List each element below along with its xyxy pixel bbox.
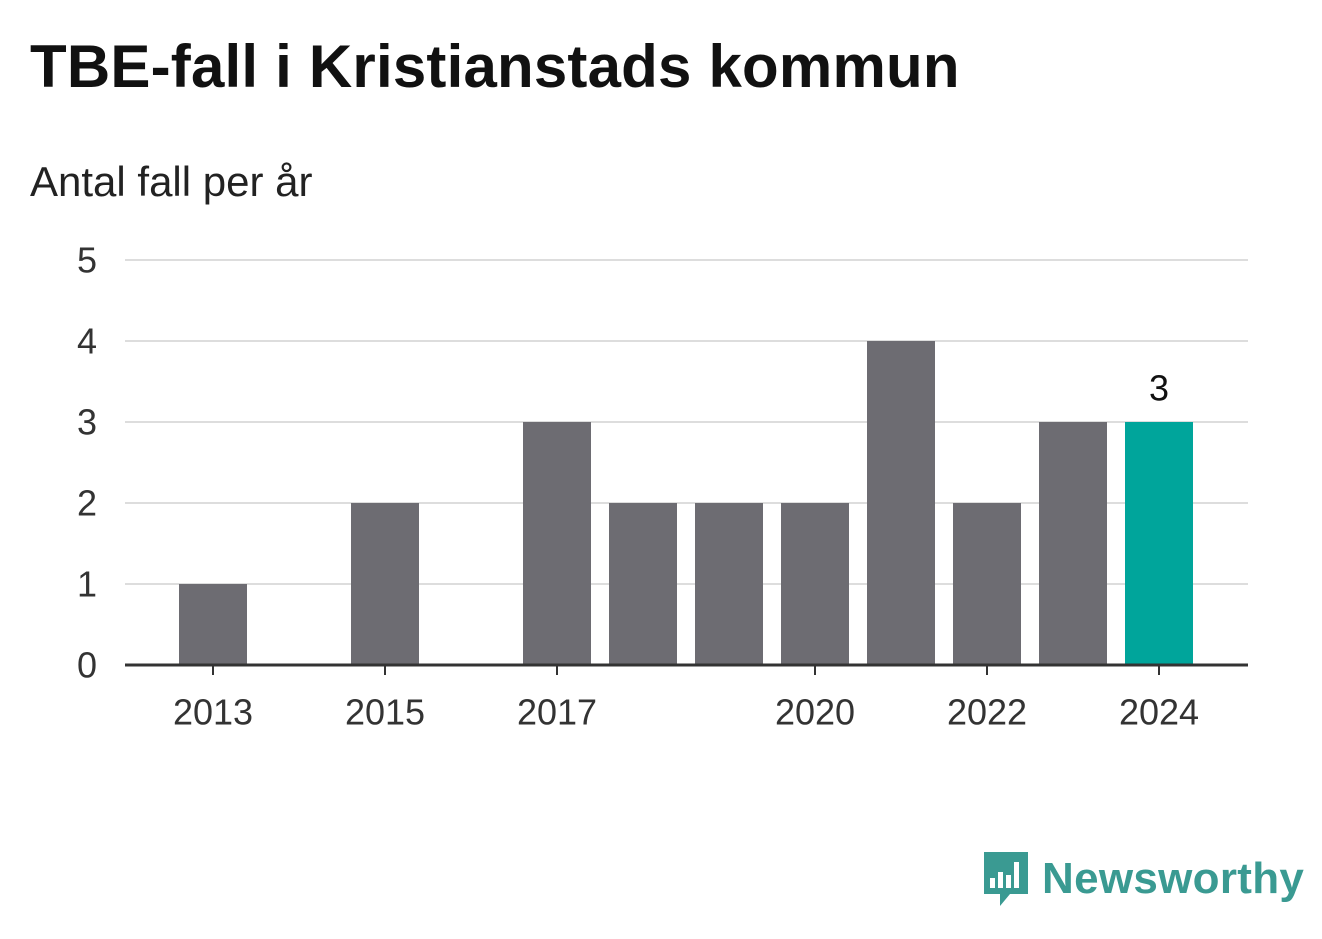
x-tick-label: 2024 [1119,692,1199,733]
brand-name: Newsworthy [1042,854,1305,903]
bar-2020 [781,503,849,665]
chart-subtitle: Antal fall per år [30,158,313,205]
y-tick-label: 4 [77,321,97,362]
bar-2021 [867,341,935,665]
x-tick-label: 2022 [947,692,1027,733]
bar-chart-speech-bubble-icon [984,852,1028,906]
x-tick-label: 2013 [173,692,253,733]
newsworthy-logo: Newsworthy [980,848,1304,910]
bar-2015 [351,503,419,665]
y-tick-label: 0 [77,645,97,686]
bar-2019 [695,503,763,665]
x-tick-label: 2017 [517,692,597,733]
y-tick-label: 5 [77,240,97,281]
x-tick-label: 2020 [775,692,855,733]
bar-2013 [179,584,247,665]
y-tick-label: 1 [77,564,97,605]
bar-2024 [1125,422,1193,665]
bar-2023 [1039,422,1107,665]
chart-title: TBE-fall i Kristianstads kommun [30,33,960,100]
data-label: 3 [1149,368,1169,409]
x-tick-label: 2015 [345,692,425,733]
bar-2022 [953,503,1021,665]
y-tick-label: 2 [77,483,97,524]
y-tick-label: 3 [77,402,97,443]
bar-2018 [609,503,677,665]
bar-2017 [523,422,591,665]
